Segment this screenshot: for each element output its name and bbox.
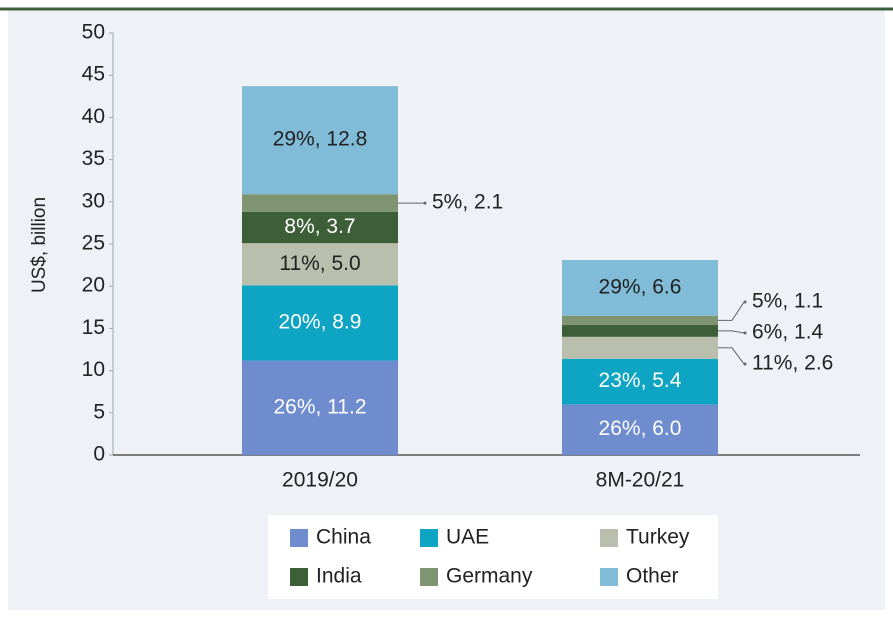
bar-segment xyxy=(562,336,718,359)
value-label: 20%, 8.9 xyxy=(279,310,362,333)
y-tick-label: 40 xyxy=(82,105,105,128)
legend-label: Germany xyxy=(446,565,533,588)
value-label: 11%, 5.0 xyxy=(279,252,360,275)
y-tick-label: 50 xyxy=(82,21,105,44)
legend-swatch xyxy=(600,529,618,547)
bar-segment xyxy=(242,360,398,455)
bar-segment xyxy=(242,285,398,361)
value-label: 5%, 2.1 xyxy=(432,191,503,214)
value-label: 6%, 1.4 xyxy=(752,321,824,344)
value-label: 23%, 5.4 xyxy=(599,369,682,392)
y-tick-label: 5 xyxy=(93,400,105,423)
legend-swatch xyxy=(600,568,618,586)
leader-line xyxy=(718,330,745,334)
value-label: 26%, 11.2 xyxy=(273,395,366,418)
y-tick-label: 35 xyxy=(82,147,105,170)
bar-segment xyxy=(242,243,398,286)
value-label: 5%, 1.1 xyxy=(752,290,823,313)
bar-segment xyxy=(562,325,718,337)
leader-line xyxy=(718,347,745,365)
legend-swatch xyxy=(290,529,308,547)
value-label: 26%, 6.0 xyxy=(599,417,682,440)
legend-label: UAE xyxy=(446,526,489,549)
legend-label: Other xyxy=(626,565,679,588)
legend xyxy=(268,515,718,599)
y-tick-label: 10 xyxy=(82,358,105,381)
leader-dot xyxy=(743,300,747,304)
y-tick-label: 20 xyxy=(82,274,105,297)
legend-swatch xyxy=(290,568,308,586)
legend-swatch xyxy=(420,529,438,547)
y-tick-label: 15 xyxy=(82,316,105,339)
value-label: 8%, 3.7 xyxy=(284,215,355,238)
y-tick-label: 25 xyxy=(82,232,105,255)
leader-dot xyxy=(743,362,747,366)
legend-swatch xyxy=(420,568,438,586)
leader-dot xyxy=(743,331,747,335)
bar-segment xyxy=(562,315,718,326)
x-tick-label: 2019/20 xyxy=(282,469,358,492)
y-tick-label: 45 xyxy=(82,63,105,86)
legend-label: India xyxy=(316,565,362,588)
bar-segment xyxy=(562,358,718,405)
bar-segment xyxy=(562,260,718,316)
y-tick-label: 30 xyxy=(82,189,105,212)
y-tick-label: 0 xyxy=(93,443,105,466)
bar-segment xyxy=(242,211,398,244)
leader-dot xyxy=(423,201,427,205)
value-label: 11%, 2.6 xyxy=(752,352,833,375)
legend-label: Turkey xyxy=(626,526,690,549)
bar-segment xyxy=(242,194,398,212)
y-axis-label: US$, billion xyxy=(29,197,50,293)
value-label: 29%, 6.6 xyxy=(599,275,682,298)
legend-label: China xyxy=(316,526,371,549)
bar-segment xyxy=(562,404,718,455)
bar-segment xyxy=(242,86,398,195)
leader-line xyxy=(718,301,745,321)
x-tick-label: 8M-20/21 xyxy=(596,469,685,492)
value-label: 29%, 12.8 xyxy=(273,128,368,151)
